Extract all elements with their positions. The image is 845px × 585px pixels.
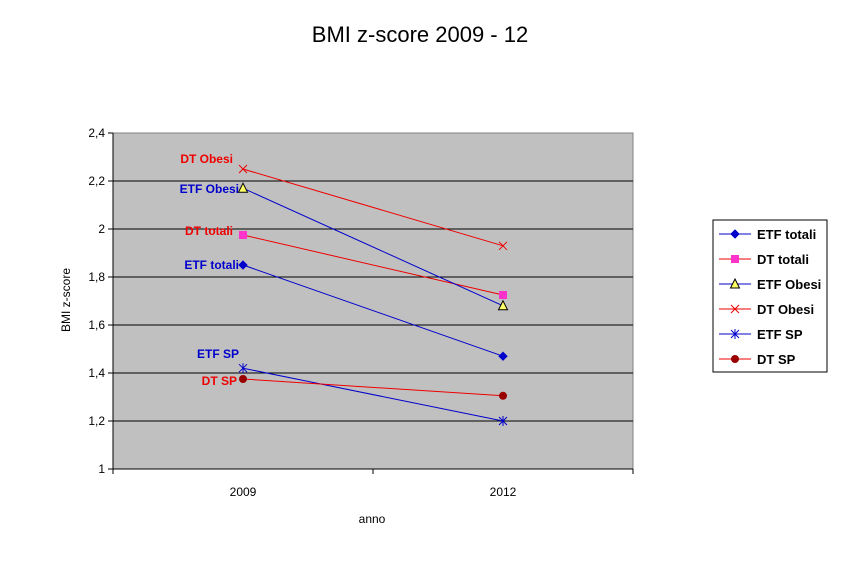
data-label: DT totali [185, 224, 233, 238]
data-label: ETF SP [197, 347, 239, 361]
x-tick-label: 2009 [230, 485, 257, 499]
marker-dt-totali [500, 292, 507, 299]
legend-label: DT Obesi [757, 302, 814, 317]
data-label: ETF totali [184, 258, 239, 272]
x-tick-label: 2012 [490, 485, 517, 499]
legend-label: DT totali [757, 252, 809, 267]
marker-dt-sp [732, 356, 739, 363]
y-tick-label: 1,8 [88, 270, 105, 284]
plot-area: 1 1,2 1,4 1,6 1,8 2 2,2 2,4 2009 2012 ETF totali DT… [88, 126, 633, 499]
y-axis-title: BMI z-score [59, 268, 73, 332]
legend: ETF totali DT totali ETF Obesi DT Obesi ETF … [713, 220, 827, 372]
chart-title: BMI z-score 2009 - 12 [312, 22, 528, 47]
data-label: DT Obesi [180, 152, 233, 166]
marker-dt-totali [240, 232, 247, 239]
legend-box [713, 220, 827, 372]
legend-label: ETF totali [757, 227, 816, 242]
legend-label: DT SP [757, 352, 796, 367]
y-tick-label: 1,2 [88, 414, 105, 428]
y-tick-label: 2,2 [88, 174, 105, 188]
y-tick-label: 2,4 [88, 126, 105, 140]
data-label: DT SP [202, 374, 237, 388]
y-tick-label: 1,4 [88, 366, 105, 380]
marker-dt-totali [732, 256, 739, 263]
y-tick-label: 2 [98, 222, 105, 236]
x-axis-title: anno [359, 512, 386, 526]
y-tick-label: 1 [98, 462, 105, 476]
marker-dt-sp [500, 392, 507, 399]
marker-dt-sp [240, 376, 247, 383]
y-tick-label: 1,6 [88, 318, 105, 332]
legend-label: ETF SP [757, 327, 803, 342]
legend-label: ETF Obesi [757, 277, 821, 292]
data-label: ETF Obesi [180, 182, 239, 196]
